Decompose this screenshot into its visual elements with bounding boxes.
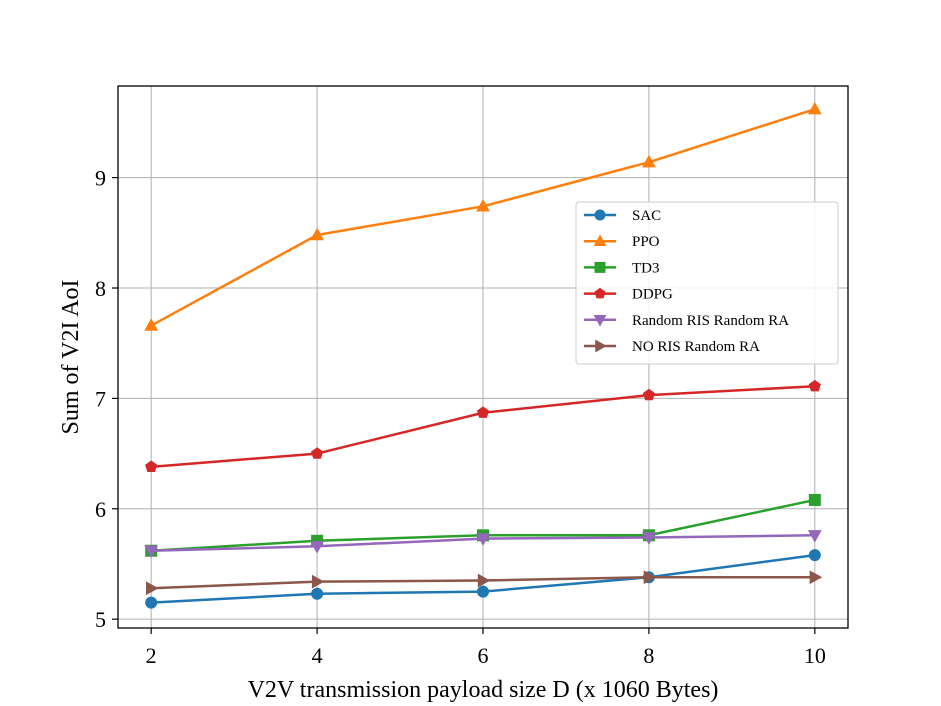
- axis-ticks: 2 4 6 8 10 5 6 7 8 9: [95, 166, 826, 668]
- data-point-random-ris-random-ra: [807, 530, 822, 543]
- legend: SAC PPO TD3 DDPG Random RIS Random RA NO RIS …: [575, 201, 839, 365]
- data-point-ddpg: [311, 447, 324, 459]
- series-random-ris-random-ra: [144, 530, 822, 559]
- data-point-td3: [808, 493, 821, 506]
- legend-item-td3: TD3: [584, 260, 660, 276]
- y-tick-label: 6: [95, 497, 106, 522]
- data-point-ppo: [476, 198, 490, 212]
- series-ddpg: [145, 379, 821, 473]
- data-point-ppo: [807, 101, 822, 115]
- data-point-ppo: [642, 154, 656, 168]
- data-point-sac: [808, 549, 821, 562]
- legend-item-ddpg: DDPG: [584, 287, 673, 303]
- data-point-random-ris-random-ra: [144, 545, 159, 559]
- legend-marker: [594, 261, 606, 273]
- y-axis-label: Sum of V2I AoI: [58, 280, 84, 435]
- x-tick-label: 2: [146, 643, 157, 668]
- data-point-no-ris-random-ra: [146, 581, 159, 596]
- y-tick-label: 9: [95, 166, 106, 191]
- x-axis-label: V2V transmission payload size D (x 1060 …: [248, 677, 719, 703]
- legend-label: SAC: [632, 208, 661, 224]
- series-ppo: [144, 101, 822, 331]
- y-tick-label: 8: [95, 276, 106, 301]
- data-point-no-ris-random-ra: [643, 570, 657, 585]
- data-point-ddpg: [145, 460, 158, 473]
- legend-label: Random RIS Random RA: [632, 313, 789, 329]
- data-point-ppo: [310, 227, 324, 241]
- legend-label: TD3: [632, 260, 660, 276]
- x-tick-label: 4: [312, 643, 323, 668]
- data-point-no-ris-random-ra: [311, 574, 325, 589]
- legend-item-no-ris-random-ra: NO RIS Random RA: [584, 339, 760, 355]
- data-point-ddpg: [476, 406, 490, 418]
- series-no-ris-random-ra: [146, 570, 823, 596]
- legend-label: NO RIS Random RA: [632, 339, 760, 355]
- legend-marker: [595, 339, 607, 353]
- data-point-random-ris-random-ra: [642, 532, 656, 545]
- data-point-no-ris-random-ra: [477, 573, 491, 588]
- data-point-sac: [145, 596, 158, 609]
- legend-marker: [594, 287, 606, 299]
- legend-box: [575, 201, 839, 365]
- data-point-random-ris-random-ra: [476, 533, 490, 546]
- x-tick-label: 10: [804, 643, 826, 668]
- legend-marker: [594, 209, 606, 221]
- data-point-ppo: [144, 318, 159, 331]
- data-point-ddpg: [808, 379, 821, 392]
- data-point-no-ris-random-ra: [809, 570, 823, 585]
- legend-marker: [593, 234, 607, 246]
- y-tick-label: 7: [95, 386, 106, 411]
- data-point-ddpg: [642, 388, 655, 401]
- data-point-sac: [311, 587, 324, 600]
- legend-label: DDPG: [632, 287, 673, 303]
- legend-item-random-ris-random-ra: Random RIS Random RA: [584, 313, 789, 329]
- y-tick-label: 5: [95, 607, 106, 632]
- x-tick-label: 6: [478, 643, 489, 668]
- legend-marker: [593, 315, 607, 327]
- data-point-sac: [477, 585, 489, 598]
- legend-item-sac: SAC: [584, 208, 661, 224]
- legend-item-ppo: PPO: [584, 234, 660, 250]
- series-sac: [145, 549, 821, 609]
- x-tick-label: 8: [643, 643, 654, 668]
- series-layer: [144, 101, 823, 609]
- data-point-random-ris-random-ra: [310, 541, 324, 554]
- legend-label: PPO: [632, 234, 660, 250]
